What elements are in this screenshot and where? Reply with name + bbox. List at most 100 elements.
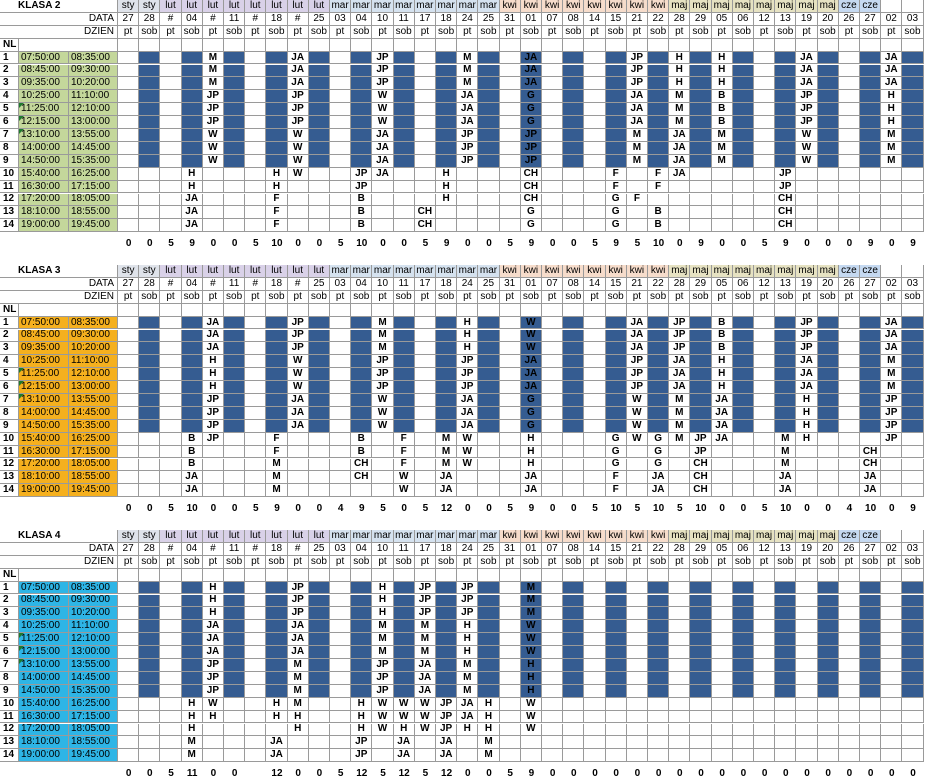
- lesson-cell: B: [351, 432, 373, 446]
- lesson-cell: H: [478, 710, 500, 724]
- start-time: 12:15:00: [19, 646, 69, 659]
- lesson-cell: [266, 723, 288, 737]
- lesson-cell: [732, 445, 754, 459]
- lesson-cell: [711, 581, 733, 595]
- lesson-cell: [902, 103, 924, 117]
- lesson-cell: [181, 406, 203, 420]
- date-header: 17: [414, 542, 436, 556]
- lesson-cell: [330, 355, 352, 369]
- month-header: lut: [224, 0, 246, 13]
- lesson-cell: [732, 219, 754, 233]
- lesson-cell: F: [393, 445, 415, 459]
- lesson-cell: [902, 329, 924, 343]
- lesson-cell: W: [287, 141, 309, 155]
- lesson-cell: [414, 749, 436, 763]
- lesson-cell: [499, 607, 521, 621]
- lesson-cell: [393, 342, 415, 356]
- lesson-cell: [393, 406, 415, 420]
- lesson-cell: H: [372, 594, 394, 608]
- lesson-cell: [860, 219, 882, 233]
- date-header: #: [202, 12, 224, 26]
- lesson-cell: JP: [202, 394, 224, 407]
- blank-cell: [287, 38, 309, 52]
- lesson-cell: [860, 51, 882, 65]
- month-header: mar: [330, 530, 352, 543]
- day-header: sob: [181, 555, 203, 569]
- lesson-cell: [881, 484, 903, 498]
- lesson-cell: [266, 116, 288, 129]
- lesson-cell: H: [266, 180, 288, 194]
- lesson-cell: [754, 206, 776, 220]
- lesson-cell: JA: [669, 167, 691, 181]
- month-header: maj: [669, 0, 691, 13]
- end-time: 12:10:00: [69, 368, 118, 382]
- lesson-cell: [542, 394, 564, 407]
- lesson-cell: W: [626, 394, 648, 407]
- lesson-cell: [902, 316, 924, 330]
- lesson-cell: [881, 167, 903, 181]
- lesson-cell: [245, 180, 267, 194]
- date-header: 03: [330, 277, 352, 291]
- lesson-cell: [690, 342, 712, 356]
- lesson-cell: [732, 90, 754, 104]
- day-header: pt: [372, 290, 394, 304]
- lesson-cell: [266, 406, 288, 420]
- date-header: 14: [584, 542, 606, 556]
- lesson-cell: [775, 607, 797, 621]
- blank-cell: [754, 568, 776, 582]
- month-header: mar: [457, 530, 479, 543]
- lesson-cell: JA: [881, 316, 903, 330]
- lesson-cell: [817, 471, 839, 485]
- lesson-cell: W: [796, 129, 818, 142]
- lesson-cell: JP: [287, 342, 309, 356]
- day-header: sob: [308, 555, 330, 569]
- date-header: 29: [690, 12, 712, 26]
- lesson-cell: [224, 671, 246, 685]
- lesson-cell: JP: [775, 180, 797, 194]
- lesson-cell: [118, 129, 140, 142]
- lesson-cell: M: [436, 445, 458, 459]
- month-header: maj: [690, 0, 712, 13]
- lesson-cell: [542, 77, 564, 91]
- month-header: maj: [754, 265, 776, 278]
- month-header: kwi: [648, 0, 670, 13]
- lesson-cell: H: [711, 368, 733, 382]
- lesson-cell: [224, 355, 246, 369]
- month-header: cze: [838, 265, 860, 278]
- lesson-cell: [499, 471, 521, 485]
- lesson-cell: [393, 167, 415, 181]
- lesson-cell: [775, 129, 797, 142]
- lesson-cell: [690, 355, 712, 369]
- lesson-cell: [796, 646, 818, 659]
- lesson-cell: [860, 329, 882, 343]
- lesson-cell: M: [457, 684, 479, 698]
- lesson-cell: [245, 103, 267, 117]
- lesson-cell: [542, 671, 564, 685]
- lesson-cell: [414, 316, 436, 330]
- day-header: sob: [351, 555, 373, 569]
- lesson-cell: [224, 432, 246, 446]
- lesson-cell: [690, 368, 712, 382]
- lesson-cell: [351, 368, 373, 382]
- lesson-cell: [372, 180, 394, 194]
- total-cell: 10: [690, 502, 712, 516]
- lesson-cell: [838, 620, 860, 634]
- lesson-cell: JP: [287, 316, 309, 330]
- lesson-cell: [330, 471, 352, 485]
- lesson-cell: W: [796, 154, 818, 168]
- lesson-cell: [351, 329, 373, 343]
- date-header: 27: [860, 277, 882, 291]
- day-header: sob: [860, 25, 882, 39]
- lesson-cell: [648, 64, 670, 78]
- lesson-cell: [902, 581, 924, 595]
- month-header: [881, 265, 903, 278]
- lesson-cell: [436, 368, 458, 382]
- blank-cell: [838, 568, 860, 582]
- lesson-cell: [139, 329, 161, 343]
- lesson-cell: W: [287, 368, 309, 382]
- lesson-cell: [775, 736, 797, 750]
- lesson-cell: [648, 607, 670, 621]
- day-header: sob: [139, 555, 161, 569]
- lesson-cell: F: [648, 180, 670, 194]
- lesson-cell: [330, 77, 352, 91]
